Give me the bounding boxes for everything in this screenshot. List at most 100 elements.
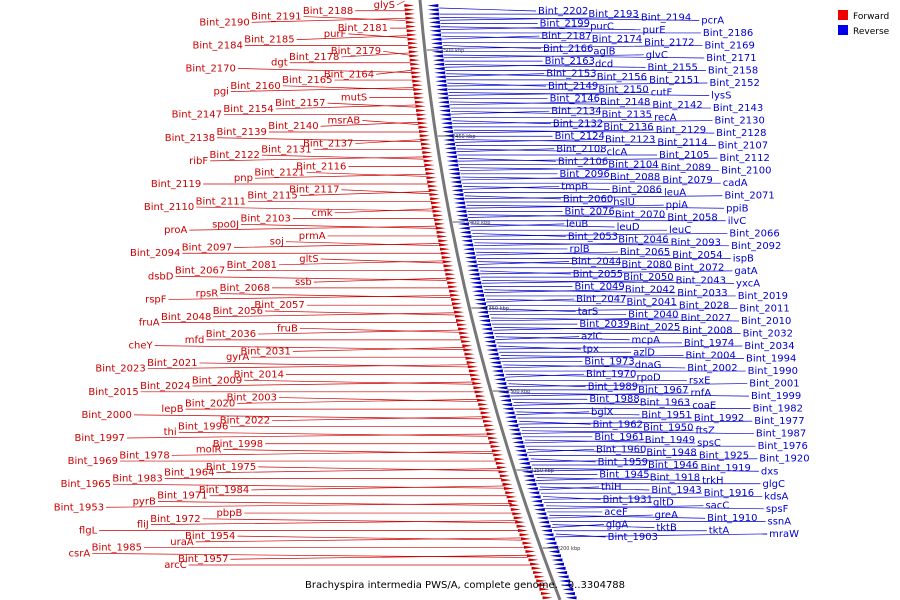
reverse-gene-label: Bint_2174 [592, 34, 642, 45]
forward-connector [244, 379, 473, 385]
forward-gene-glyph [539, 587, 550, 591]
reverse-gene-label: Bint_2193 [588, 9, 638, 20]
forward-gene-label: gyrA [226, 352, 249, 363]
reverse-gene-glyph [453, 201, 465, 205]
reverse-connector [526, 448, 595, 453]
reverse-connector [461, 176, 661, 181]
forward-gene-label: Bint_1985 [92, 543, 142, 554]
reverse-gene-label: recA [654, 112, 677, 123]
forward-gene-glyph [441, 256, 452, 259]
reverse-gene-label: Bint_2044 [571, 256, 621, 267]
reverse-gene-glyph [525, 482, 537, 486]
reverse-gene-label: Bint_2004 [686, 350, 736, 361]
forward-gene-label: Bint_2022 [220, 416, 270, 427]
forward-connector [210, 156, 425, 162]
forward-gene-label: soj [270, 237, 284, 248]
forward-gene-label: purF [324, 29, 347, 40]
forward-gene-glyph [412, 83, 423, 87]
reverse-gene-glyph [514, 449, 526, 453]
forward-gene-glyph [420, 142, 431, 146]
reverse-connector [442, 45, 541, 49]
forward-gene-glyph [451, 298, 462, 301]
reverse-gene-label: tktB [656, 523, 677, 534]
forward-gene-glyph [458, 327, 469, 331]
reverse-connector [441, 35, 590, 40]
reverse-connector [477, 261, 570, 265]
reverse-gene-label: greA [655, 510, 678, 521]
forward-connector [282, 85, 414, 91]
forward-gene-label: Bint_2117 [289, 185, 339, 196]
forward-gene-label: Bint_1953 [54, 502, 104, 513]
reverse-gene-label: Bint_2076 [565, 206, 615, 217]
forward-gene-label: Bint_2056 [213, 306, 263, 317]
reverse-gene-label: Bint_2129 [656, 125, 706, 136]
reverse-connector [471, 232, 728, 237]
forward-gene-glyph [463, 348, 474, 352]
forward-connector [258, 466, 499, 472]
reverse-gene-label: Bint_2066 [729, 228, 779, 239]
forward-legend-label: Forward [853, 12, 889, 22]
forward-gene-glyph [510, 508, 521, 511]
reverse-gene-glyph [427, 4, 439, 8]
reverse-connector [441, 35, 540, 40]
reverse-connector [456, 148, 605, 153]
reverse-connector [522, 430, 754, 435]
reverse-gene-glyph [446, 159, 458, 163]
reverse-gene-label: Bint_2135 [602, 109, 652, 120]
reverse-gene-glyph [445, 151, 457, 155]
forward-swatch [838, 10, 848, 20]
reverse-gene-label: kdsA [764, 491, 788, 502]
forward-gene-glyph [445, 272, 456, 276]
reverse-gene-glyph [556, 571, 568, 575]
forward-gene-glyph [406, 29, 417, 33]
reverse-connector [450, 110, 550, 115]
forward-gene-glyph [407, 37, 418, 41]
forward-gene-glyph [491, 449, 502, 453]
reverse-gene-label: Bint_1976 [758, 441, 808, 452]
reverse-connector [440, 26, 641, 31]
forward-gene-label: Bint_2081 [227, 260, 277, 271]
forward-gene-glyph [460, 335, 471, 339]
reverse-gene-label: Bint_1992 [694, 413, 744, 424]
reverse-connector [468, 214, 666, 218]
reverse-gene-label: Bint_2053 [568, 231, 618, 242]
forward-gene-label: Bint_2115 [247, 191, 297, 202]
reverse-gene-glyph [434, 75, 446, 79]
forward-gene-label: cheY [129, 341, 154, 352]
forward-gene-label: Bint_2068 [220, 283, 270, 294]
reverse-gene-glyph [440, 117, 452, 121]
reverse-gene-label: Bint_2093 [671, 238, 721, 249]
reverse-gene-label: spsC [697, 438, 721, 449]
reverse-gene-label: leuD [617, 222, 640, 233]
forward-gene-label: mutS [341, 92, 367, 103]
reverse-connector [507, 383, 748, 387]
reverse-gene-glyph [470, 281, 482, 285]
forward-gene-glyph [534, 575, 545, 579]
forward-gene-label: pgi [213, 87, 228, 98]
reverse-connector [491, 317, 740, 322]
reverse-connector [466, 204, 725, 209]
forward-gene-glyph [406, 25, 417, 28]
reverse-gene-glyph [431, 46, 443, 50]
reverse-gene-label: Bint_1994 [746, 354, 796, 365]
reverse-connector [452, 120, 713, 124]
reverse-gene-glyph [548, 550, 560, 554]
forward-gene-label: fruB [277, 323, 298, 334]
reverse-gene-label: Bint_2152 [710, 78, 760, 89]
forward-gene-glyph [453, 306, 464, 310]
reverse-connector [445, 73, 545, 77]
reverse-gene-label: Bint_1951 [641, 410, 691, 421]
forward-gene-label: molR [196, 445, 222, 456]
forward-gene-label: pbpB [216, 508, 242, 519]
forward-gene-glyph [439, 247, 450, 251]
forward-connector [113, 483, 504, 489]
reverse-connector [463, 186, 610, 190]
forward-gene-label: fruA [139, 318, 160, 329]
forward-gene-glyph [424, 163, 435, 167]
reverse-connector [447, 82, 708, 87]
forward-gene-glyph [435, 226, 446, 230]
reverse-gene-label: thiH [601, 482, 622, 493]
reverse-gene-label: Bint_2060 [563, 194, 613, 205]
reverse-gene-label: Bint_1918 [650, 473, 700, 484]
forward-connector [334, 208, 434, 214]
